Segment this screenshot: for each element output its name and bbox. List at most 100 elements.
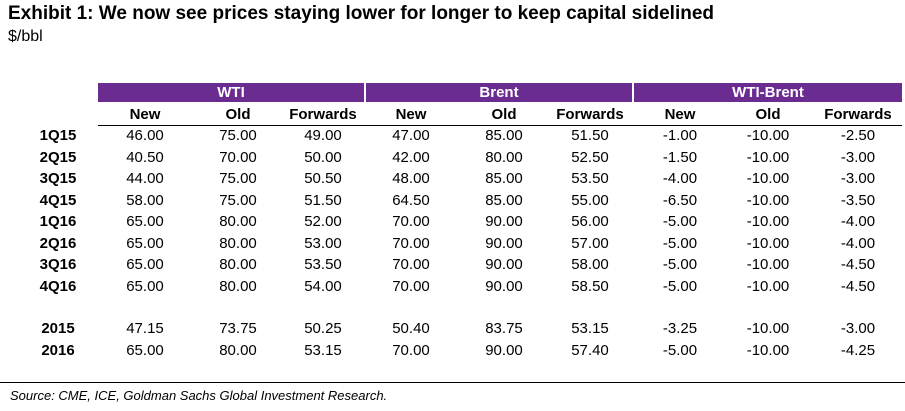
row-label: 2015	[41, 320, 75, 337]
table-cell: 53.50	[304, 256, 342, 273]
table-cell: -10.00	[746, 213, 790, 230]
table-cell: 73.75	[219, 320, 257, 337]
column-header-brent-new: New	[395, 106, 427, 123]
table-cell: 53.00	[304, 235, 342, 252]
column-header-brent-forwards: Forwards	[556, 106, 624, 123]
table-cell: -4.00	[840, 213, 876, 230]
table-cell: 85.00	[485, 192, 523, 209]
column-header-wti-old: Old	[225, 106, 251, 123]
row-label: 1Q16	[39, 213, 77, 230]
table-cell: 44.00	[126, 170, 164, 187]
source-note: Source: CME, ICE, Goldman Sachs Global I…	[10, 388, 388, 403]
table-cell: -3.00	[840, 149, 876, 166]
table-cell: 65.00	[126, 256, 164, 273]
table-cell: 47.00	[392, 127, 430, 144]
table-cell: 80.00	[219, 256, 257, 273]
table-cell: 50.00	[304, 149, 342, 166]
table-cell: 51.50	[304, 192, 342, 209]
table-cell: -3.50	[840, 192, 876, 209]
unit-label: $/bbl	[8, 28, 43, 45]
table-cell: 56.00	[571, 213, 609, 230]
row-label: 4Q16	[39, 278, 77, 295]
table-cell: -10.00	[746, 149, 790, 166]
table-cell: 80.00	[219, 235, 257, 252]
table-cell: 85.00	[485, 127, 523, 144]
table-cell: -4.00	[840, 235, 876, 252]
table-cell: 70.00	[392, 342, 430, 359]
table-cell: 53.50	[571, 170, 609, 187]
table-cell: -4.00	[662, 170, 698, 187]
table-cell: 65.00	[126, 235, 164, 252]
table-cell: 50.40	[392, 320, 430, 337]
table-cell: 49.00	[304, 127, 342, 144]
row-label: 1Q15	[39, 127, 77, 144]
table-cell: -10.00	[746, 278, 790, 295]
table-cell: -6.50	[662, 192, 698, 209]
column-header-wti-brent-forwards: Forwards	[824, 106, 892, 123]
table-cell: -10.00	[746, 256, 790, 273]
table-cell: 50.50	[304, 170, 342, 187]
table-cell: 52.50	[571, 149, 609, 166]
table-cell: 53.15	[571, 320, 609, 337]
table-cell: 70.00	[392, 213, 430, 230]
group-header-wti: WTI	[98, 83, 364, 102]
row-label: 3Q15	[39, 170, 77, 187]
table-cell: -5.00	[662, 342, 698, 359]
header-divider	[98, 125, 902, 126]
table-cell: 70.00	[392, 278, 430, 295]
table-cell: 42.00	[392, 149, 430, 166]
table-cell: 90.00	[485, 342, 523, 359]
table-cell: 55.00	[571, 192, 609, 209]
row-label: 3Q16	[39, 256, 77, 273]
table-cell: 54.00	[304, 278, 342, 295]
table-cell: 70.00	[219, 149, 257, 166]
table-cell: -1.50	[662, 149, 698, 166]
column-header-brent-old: Old	[491, 106, 517, 123]
table-cell: 75.00	[219, 192, 257, 209]
table-cell: -3.00	[840, 170, 876, 187]
table-cell: 52.00	[304, 213, 342, 230]
table-cell: 57.00	[571, 235, 609, 252]
table-cell: -5.00	[662, 213, 698, 230]
table-cell: 90.00	[485, 235, 523, 252]
table-cell: 46.00	[126, 127, 164, 144]
row-label: 4Q15	[39, 192, 77, 209]
footer-divider	[0, 382, 905, 383]
table-cell: -2.50	[840, 127, 876, 144]
table-cell: 53.15	[304, 342, 342, 359]
exhibit-title: Exhibit 1: We now see prices staying low…	[8, 3, 714, 24]
table-cell: -4.50	[840, 256, 876, 273]
column-header-wti-new: New	[129, 106, 161, 123]
table-cell: 90.00	[485, 256, 523, 273]
table-cell: 70.00	[392, 235, 430, 252]
table-cell: 90.00	[485, 278, 523, 295]
table-cell: -10.00	[746, 320, 790, 337]
column-header-wti-forwards: Forwards	[289, 106, 357, 123]
table-cell: 65.00	[126, 342, 164, 359]
table-cell: -10.00	[746, 235, 790, 252]
table-cell: -5.00	[662, 256, 698, 273]
column-header-wti-brent-new: New	[664, 106, 696, 123]
table-cell: 47.15	[126, 320, 164, 337]
table-cell: -4.50	[840, 278, 876, 295]
table-cell: -5.00	[662, 278, 698, 295]
group-header-brent: Brent	[366, 83, 632, 102]
table-cell: 64.50	[392, 192, 430, 209]
table-cell: 58.00	[571, 256, 609, 273]
table-cell: -10.00	[746, 192, 790, 209]
row-label: 2Q16	[39, 235, 77, 252]
group-header-wti-brent: WTI-Brent	[634, 83, 902, 102]
table-cell: 51.50	[571, 127, 609, 144]
table-cell: 90.00	[485, 213, 523, 230]
table-cell: 58.50	[571, 278, 609, 295]
table-cell: 65.00	[126, 213, 164, 230]
table-cell: -10.00	[746, 127, 790, 144]
table-cell: 80.00	[219, 213, 257, 230]
table-cell: 75.00	[219, 170, 257, 187]
table-cell: 70.00	[392, 256, 430, 273]
row-label: 2Q15	[39, 149, 77, 166]
table-cell: 85.00	[485, 170, 523, 187]
table-cell: 58.00	[126, 192, 164, 209]
table-cell: 83.75	[485, 320, 523, 337]
